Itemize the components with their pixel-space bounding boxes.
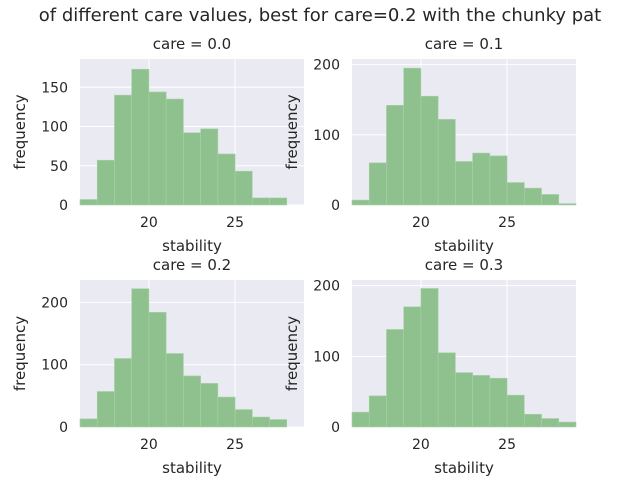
x-axis-label: stability [162, 459, 222, 477]
histogram-bar [524, 187, 542, 206]
histogram-bar [489, 377, 508, 428]
y-tick-label: 200 [313, 58, 340, 74]
histogram-bar [252, 416, 270, 428]
histogram-bar [524, 413, 542, 428]
histogram-bar [403, 306, 422, 428]
histogram-bar [234, 170, 253, 206]
subplot-title: care = 0.2 [153, 256, 231, 274]
histogram-bar [455, 161, 473, 206]
subplot-4: care = 0.3 20 25 0 100 200 stability frequency [283, 256, 577, 477]
y-tick-label: 0 [59, 198, 68, 214]
histogram-bar [131, 68, 150, 206]
histogram-bar [200, 383, 219, 428]
y-tick-label: 100 [313, 128, 340, 144]
histogram-bar [437, 352, 456, 428]
histogram-bar [541, 418, 560, 428]
y-axis-label: frequency [11, 316, 29, 391]
histogram-bar [558, 421, 577, 428]
histogram-bar [420, 288, 439, 428]
subplot-title: care = 0.3 [425, 256, 503, 274]
y-tick-label: 200 [41, 295, 68, 311]
histogram-bar [489, 155, 508, 206]
histogram-bar [96, 391, 115, 428]
histogram-bar [183, 375, 201, 428]
histogram-bar [351, 199, 370, 206]
x-axis-label: stability [434, 237, 494, 255]
histogram-bar [114, 94, 132, 206]
x-tick-label: 20 [412, 437, 430, 453]
y-tick-label: 50 [50, 159, 68, 175]
subplot-title: care = 0.0 [153, 35, 231, 53]
y-axis-label: frequency [283, 316, 301, 391]
histogram-bar [217, 153, 236, 206]
histogram-bar [131, 288, 150, 428]
x-tick-label: 25 [226, 437, 244, 453]
histogram-bar [386, 105, 404, 206]
histogram-bar [217, 396, 236, 428]
y-tick-label: 150 [41, 80, 68, 96]
y-tick-label: 100 [313, 349, 340, 365]
histogram-bar [165, 353, 184, 428]
histogram-bar [437, 119, 456, 206]
histogram-bar [472, 152, 491, 206]
subplot-title: care = 0.1 [425, 35, 503, 53]
histogram-bar [368, 395, 387, 428]
histogram-bar [79, 199, 98, 206]
histogram-bar [183, 132, 201, 206]
x-axis-label: stability [162, 237, 222, 255]
y-tick-label: 100 [41, 120, 68, 136]
y-tick-label: 100 [41, 358, 68, 374]
histogram-bar [269, 197, 288, 206]
x-tick-label: 25 [498, 215, 516, 231]
histogram-bar [114, 358, 132, 428]
histogram-bar [148, 91, 167, 206]
histogram-bar [200, 128, 219, 206]
histogram-bar [455, 372, 473, 428]
histogram-bar [351, 411, 370, 428]
x-axis-label: stability [434, 459, 494, 477]
x-tick-label: 25 [226, 215, 244, 231]
subplot-1: care = 0.0 20 25 0 50 100 150 stability frequenc… [11, 35, 304, 255]
histogram-bar [541, 194, 560, 206]
histogram-bar [558, 203, 577, 206]
histogram-bar [269, 419, 288, 428]
histogram-bar [472, 375, 491, 428]
histogram-bar [506, 182, 525, 206]
subplot-2: care = 0.1 20 25 0 100 200 stability frequency [283, 35, 577, 255]
histogram-bar [234, 409, 253, 428]
x-tick-label: 20 [412, 215, 430, 231]
figure-title: of different care values, best for care=… [38, 5, 602, 26]
y-tick-label: 0 [59, 420, 68, 436]
y-tick-label: 200 [313, 279, 340, 295]
histogram-bar [165, 98, 184, 206]
histogram-bar [386, 329, 404, 428]
y-axis-label: frequency [11, 94, 29, 169]
histogram-bar [368, 162, 387, 206]
y-tick-label: 0 [331, 198, 340, 214]
histogram-bar [506, 394, 525, 428]
histogram-bar [79, 418, 98, 428]
x-tick-label: 20 [140, 437, 158, 453]
x-tick-label: 20 [140, 215, 158, 231]
histogram-bar [96, 159, 115, 206]
subplot-3: care = 0.2 20 25 0 100 200 stability frequency [11, 256, 304, 477]
histogram-bar [420, 95, 439, 206]
histogram-bar [252, 197, 270, 206]
x-tick-label: 25 [498, 437, 516, 453]
histogram-bar [148, 312, 167, 428]
y-tick-label: 0 [331, 420, 340, 436]
y-axis-label: frequency [283, 94, 301, 169]
histogram-bar [403, 67, 422, 206]
